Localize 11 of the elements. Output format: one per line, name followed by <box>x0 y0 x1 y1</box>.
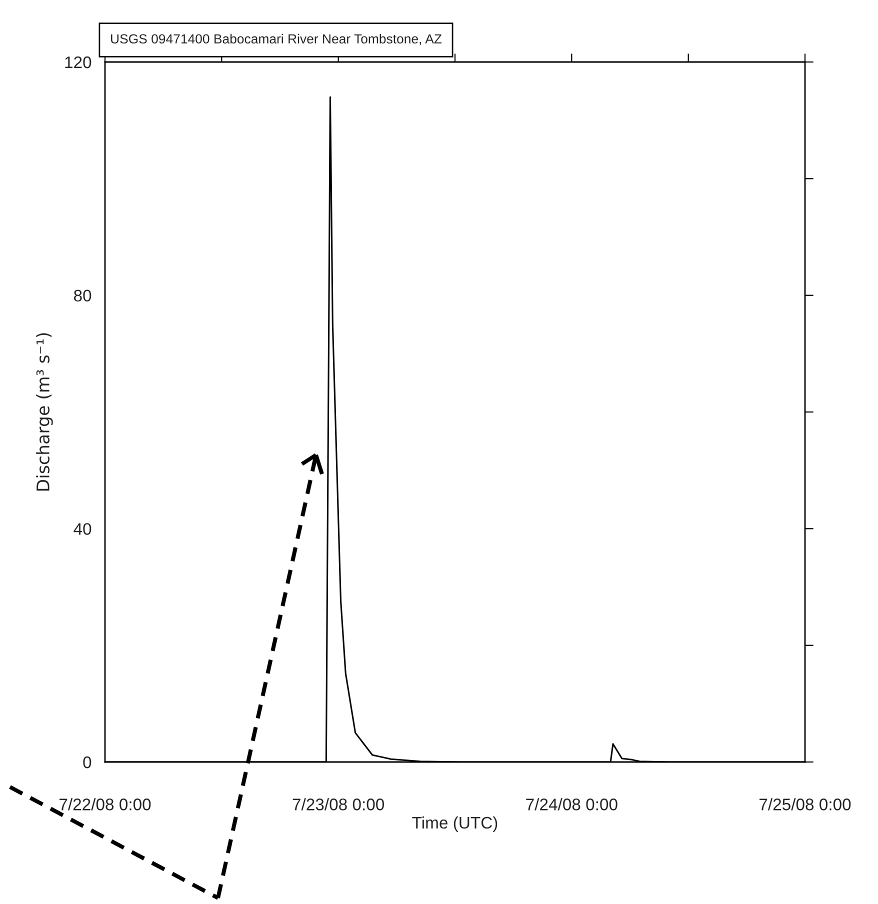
x-tick-label: 7/25/08 0:00 <box>760 798 851 810</box>
x-axis-title: Time (UTC) <box>412 816 498 832</box>
y-tick-label: 120 <box>65 56 92 68</box>
x-tick-label: 7/23/08 0:00 <box>292 798 384 810</box>
y-tick-label: 40 <box>74 523 92 535</box>
x-tick-label: 7/24/08 0:00 <box>526 798 618 810</box>
chart-title: USGS 09471400 Babocamari River Near Tombstone, AZ <box>111 34 442 46</box>
y-tick-label: 80 <box>74 290 92 302</box>
y-axis-title: Discharge (m³ s⁻¹) <box>36 333 53 491</box>
x-tick-label: 7/22/08 0:00 <box>60 798 151 810</box>
y-tick-label: 0 <box>83 756 92 768</box>
